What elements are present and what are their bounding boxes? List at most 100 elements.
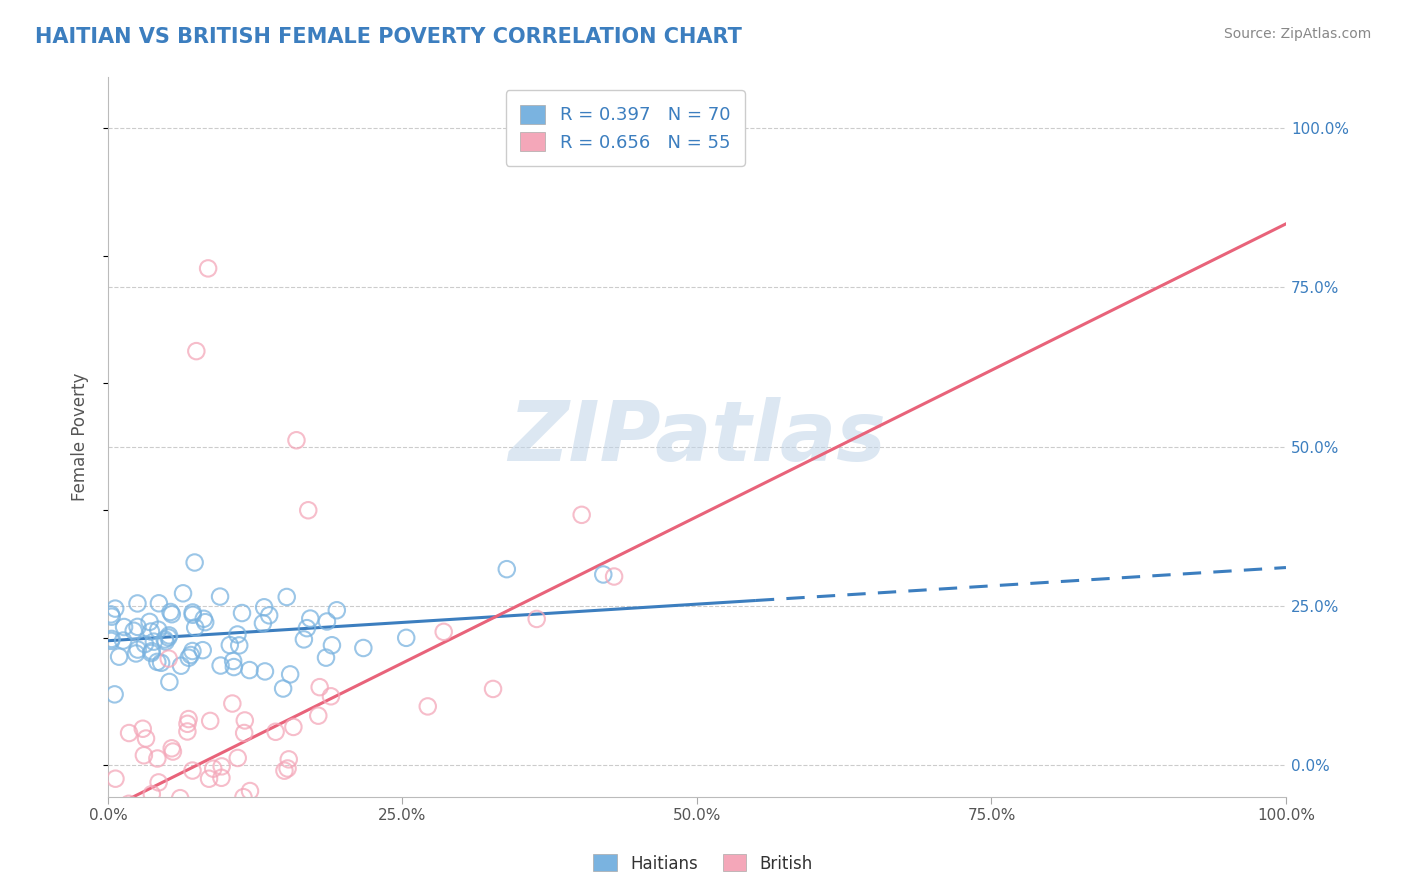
Point	[104, 601, 127, 615]
Point	[186, 344, 208, 359]
Point	[183, 556, 205, 570]
Point	[181, 607, 204, 622]
Point	[222, 654, 245, 668]
Point	[316, 615, 339, 629]
Point	[180, 648, 202, 662]
Point	[257, 608, 280, 623]
Point	[104, 810, 127, 824]
Point	[228, 639, 250, 653]
Point	[142, 823, 165, 838]
Point	[148, 596, 170, 610]
Point	[271, 681, 294, 696]
Text: ZIPatlas: ZIPatlas	[508, 397, 886, 477]
Legend: Haitians, British: Haitians, British	[586, 847, 820, 880]
Point	[212, 872, 235, 887]
Point	[132, 748, 155, 763]
Point	[495, 562, 517, 576]
Point	[181, 764, 204, 778]
Point	[200, 714, 222, 728]
Point	[416, 699, 439, 714]
Text: Source: ZipAtlas.com: Source: ZipAtlas.com	[1223, 27, 1371, 41]
Point	[170, 658, 193, 673]
Point	[233, 726, 256, 740]
Point	[277, 762, 299, 776]
Point	[592, 567, 614, 582]
Point	[315, 650, 337, 665]
Point	[153, 632, 176, 647]
Point	[157, 631, 180, 645]
Point	[211, 759, 233, 773]
Point	[181, 644, 204, 658]
Point	[141, 646, 163, 660]
Point	[160, 741, 183, 756]
Point	[264, 724, 287, 739]
Point	[297, 503, 319, 517]
Point	[118, 726, 141, 740]
Point	[222, 660, 245, 674]
Point	[482, 681, 505, 696]
Point	[193, 612, 215, 626]
Point	[273, 764, 295, 778]
Point	[104, 772, 127, 786]
Point	[285, 434, 308, 448]
Point	[177, 650, 200, 665]
Point	[526, 612, 548, 626]
Point	[118, 797, 141, 811]
Point	[141, 787, 163, 801]
Point	[209, 590, 232, 604]
Point	[138, 829, 160, 843]
Point	[319, 690, 342, 704]
Point	[226, 627, 249, 641]
Point	[176, 724, 198, 739]
Point	[138, 615, 160, 629]
Point	[162, 745, 184, 759]
Point	[127, 642, 149, 657]
Point	[142, 634, 165, 648]
Point	[571, 508, 593, 522]
Point	[209, 658, 232, 673]
Point	[134, 637, 156, 651]
Point	[321, 638, 343, 652]
Point	[157, 675, 180, 690]
Point	[108, 649, 131, 664]
Point	[221, 697, 243, 711]
Point	[121, 802, 143, 816]
Point	[433, 624, 456, 639]
Point	[141, 644, 163, 658]
Point	[169, 861, 191, 875]
Point	[169, 791, 191, 805]
Point	[100, 609, 122, 624]
Point	[253, 600, 276, 615]
Point	[295, 621, 318, 635]
Point	[132, 722, 155, 736]
Point	[252, 616, 274, 631]
Point	[326, 603, 349, 617]
Point	[198, 772, 221, 786]
Point	[166, 815, 188, 830]
Point	[135, 731, 157, 746]
Point	[127, 596, 149, 610]
Point	[122, 624, 145, 638]
Point	[239, 784, 262, 798]
Point	[238, 663, 260, 677]
Point	[139, 624, 162, 639]
Point	[150, 656, 173, 670]
Point	[226, 751, 249, 765]
Point	[202, 842, 225, 856]
Point	[308, 680, 330, 694]
Point	[120, 831, 142, 846]
Point	[184, 621, 207, 635]
Point	[181, 606, 204, 620]
Point	[157, 651, 180, 665]
Point	[104, 687, 127, 701]
Point	[146, 751, 169, 765]
Point	[311, 805, 333, 820]
Point	[174, 807, 197, 822]
Point	[160, 607, 183, 622]
Point	[218, 638, 240, 652]
Point	[197, 261, 219, 276]
Point	[277, 752, 299, 766]
Point	[177, 712, 200, 726]
Point	[253, 665, 276, 679]
Point	[112, 633, 135, 648]
